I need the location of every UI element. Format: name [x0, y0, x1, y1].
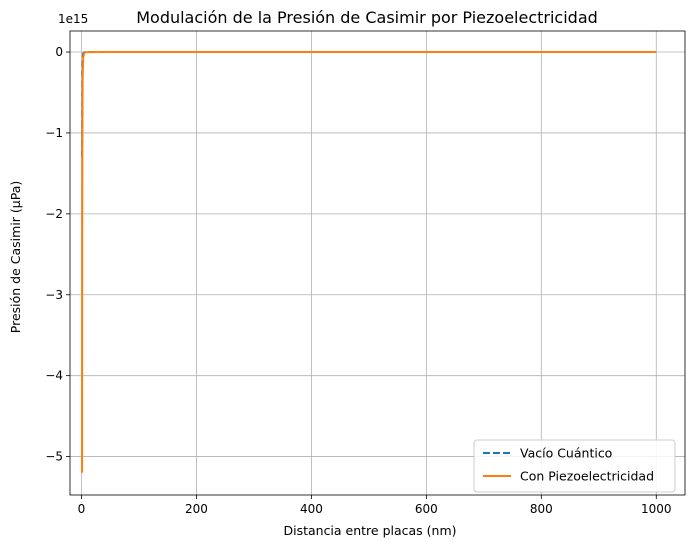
legend: Vacío Cuántico Con Piezoelectricidad [473, 439, 676, 493]
y-tick-label: 0 [55, 45, 63, 59]
legend-box [473, 439, 676, 493]
y-axis: 0 −1 −2 −3 −4 −5 [45, 45, 70, 464]
series-layer [81, 51, 657, 473]
x-tick-label: 800 [530, 502, 553, 516]
series-line-0 [81, 51, 657, 158]
x-tick-label: 1000 [641, 502, 672, 516]
y-tick-label: −1 [45, 126, 63, 140]
y-tick-label: −3 [45, 288, 63, 302]
x-tick-label: 400 [300, 502, 323, 516]
x-tick-label: 200 [185, 502, 208, 516]
x-axis: 0 200 400 600 800 1000 [78, 495, 672, 516]
x-tick-label: 600 [415, 502, 438, 516]
y-tick-label: −5 [45, 450, 63, 464]
y-tick-label: −4 [45, 369, 63, 383]
grid [70, 31, 685, 495]
y-tick-label: −2 [45, 207, 63, 221]
legend-label-vacio-cuantico: Vacío Cuántico [520, 446, 612, 461]
series-line-1 [81, 51, 657, 473]
legend-label-con-piezoelectricidad: Con Piezoelectricidad [520, 469, 654, 484]
chart-title: Modulación de la Presión de Casimir por … [136, 8, 598, 27]
x-tick-label: 0 [78, 502, 86, 516]
x-axis-label: Distancia entre placas (nm) [283, 523, 456, 538]
y-axis-offset-label: 1e15 [58, 12, 88, 26]
plot-frame [69, 30, 686, 496]
y-axis-label: Presión de Casimir (µPa) [8, 181, 23, 333]
